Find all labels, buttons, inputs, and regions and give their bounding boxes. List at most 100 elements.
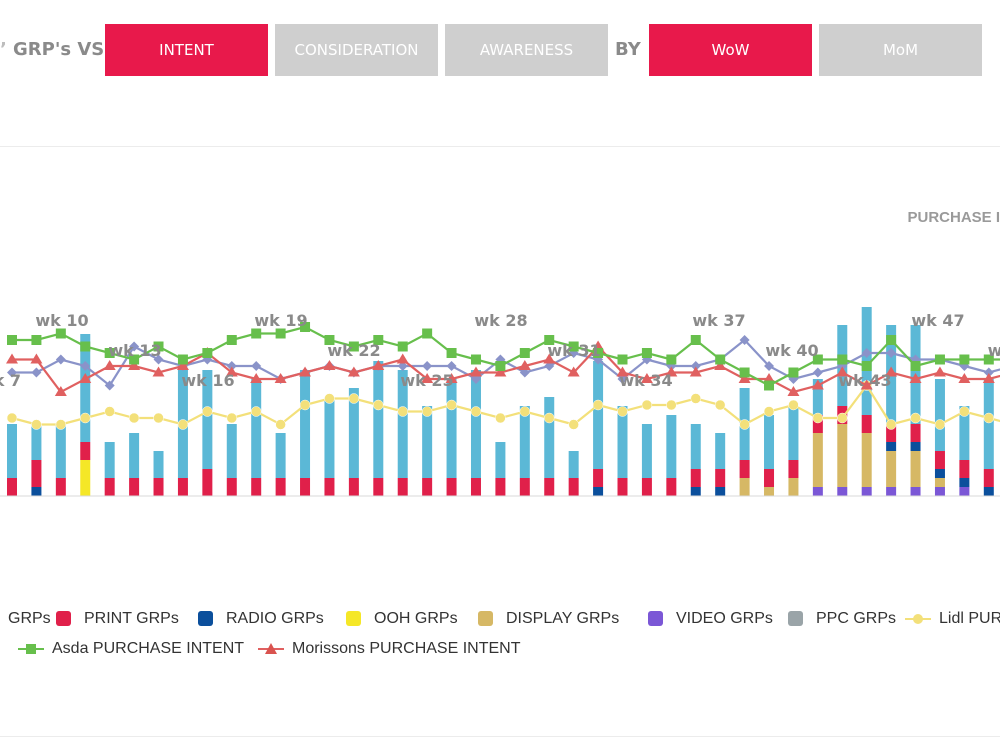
display-bar [861,433,872,487]
other-point [861,348,872,358]
print-bar [226,478,237,496]
legend-item-print[interactable]: PRINT GRPs [50,610,179,628]
lidl-point [592,399,604,411]
legend-item-video[interactable]: VIDEO GRPs [642,610,773,628]
asda-point [177,354,188,365]
lidl-point [55,419,67,430]
print-bar [544,478,555,496]
grps-vs-label: GRP's VS [13,39,105,60]
legend-swatch-icon [472,611,498,627]
metric-toolbar: ’ GRP's VS INTENT CONSIDERATION AWARENES… [0,24,1000,76]
print-bar [617,478,628,496]
other-point [55,354,66,365]
tv-bar [788,406,799,460]
legend-swatch-icon [258,641,284,657]
tv-bar [446,379,457,478]
morissons-point [860,379,873,390]
lidl-point [226,412,238,424]
tv-bar [324,397,335,478]
print-bar [55,478,66,496]
asda-point [446,348,457,358]
intent-button[interactable]: INTENT [105,24,268,76]
mom-button[interactable]: MoM [819,24,982,76]
legend-item-radio[interactable]: RADIO GRPs [192,610,324,628]
radio-bar [690,487,701,496]
lidl-point [568,419,579,430]
morissons-point [909,373,922,383]
lidl-point [666,399,677,411]
asda-point [104,348,115,358]
lidl-point [275,419,286,430]
lidl-point [617,406,628,417]
radio-bar [886,442,897,451]
consideration-button[interactable]: CONSIDERATION [275,24,438,76]
morissons-point [714,360,727,370]
x-tick-label: wk 25 [400,371,453,390]
legend-item-morissons[interactable]: Morissons PURCHASE INTENT [258,640,520,658]
print-bar [251,478,262,496]
print-bar [983,469,994,487]
legend-item-asda[interactable]: Asda PURCHASE INTENT [18,640,244,658]
tv-bar [666,415,677,478]
lidl-point [739,419,750,430]
lidl-point [421,406,433,417]
lidl-point [324,393,335,404]
tv-bar [275,433,286,478]
lidl-point [31,419,42,430]
lidl-point [446,399,457,411]
by-label: BY [615,39,641,60]
display-bar [812,433,823,487]
morissons-point [567,366,580,377]
awareness-button[interactable]: AWARENESS [445,24,608,76]
print-bar [593,469,604,487]
other-point [226,361,237,371]
legend-label: PRINT GRPs [84,610,179,627]
legend-item-tv[interactable]: GRPs [0,610,51,628]
other-point [153,354,164,365]
morissons-point [79,373,92,383]
lidl-point [714,399,726,411]
bar-layer [7,307,994,496]
morissons-point [128,360,141,370]
print-bar [959,460,970,478]
asda-point [55,328,66,339]
asda-point [519,348,530,358]
legend-item-lidl[interactable]: Lidl PUR [905,610,1000,628]
tv-bar [812,379,823,415]
x-tick-label: wk 7 [0,371,21,390]
video-bar [959,487,970,496]
lidl-point [153,412,164,424]
x-tick-label: w [988,341,1000,360]
legend-item-ppc[interactable]: PPC GRPs [782,610,896,628]
legend-swatch-icon [192,611,218,627]
other-point [812,367,823,378]
legend-item-ooh[interactable]: OOH GRPs [340,610,458,628]
video-bar [886,487,897,496]
lidl-point [543,412,555,424]
radio-bar [715,487,726,496]
asda-point [764,380,775,391]
print-bar [202,469,213,496]
lidl-point [983,412,995,424]
lidl-point [495,412,506,424]
print-bar [739,460,750,478]
asda-point [934,354,945,365]
other-point [129,341,140,352]
other-point [7,367,17,378]
tv-bar [568,451,579,478]
morissons-point [396,353,409,364]
morissons-point [274,373,287,383]
x-tick-label: wk 40 [765,341,818,360]
wow-button[interactable]: WoW [649,24,812,76]
lidl-point [397,406,408,417]
legend-item-display[interactable]: DISPLAY GRPs [472,610,619,628]
video-bar [837,487,848,496]
tv-bar [617,406,628,478]
tv-bar [983,379,994,469]
print-bar [422,478,433,496]
print-bar [812,415,823,433]
asda-point [397,341,408,352]
tv-bar [397,370,408,478]
asda-point [129,354,140,365]
